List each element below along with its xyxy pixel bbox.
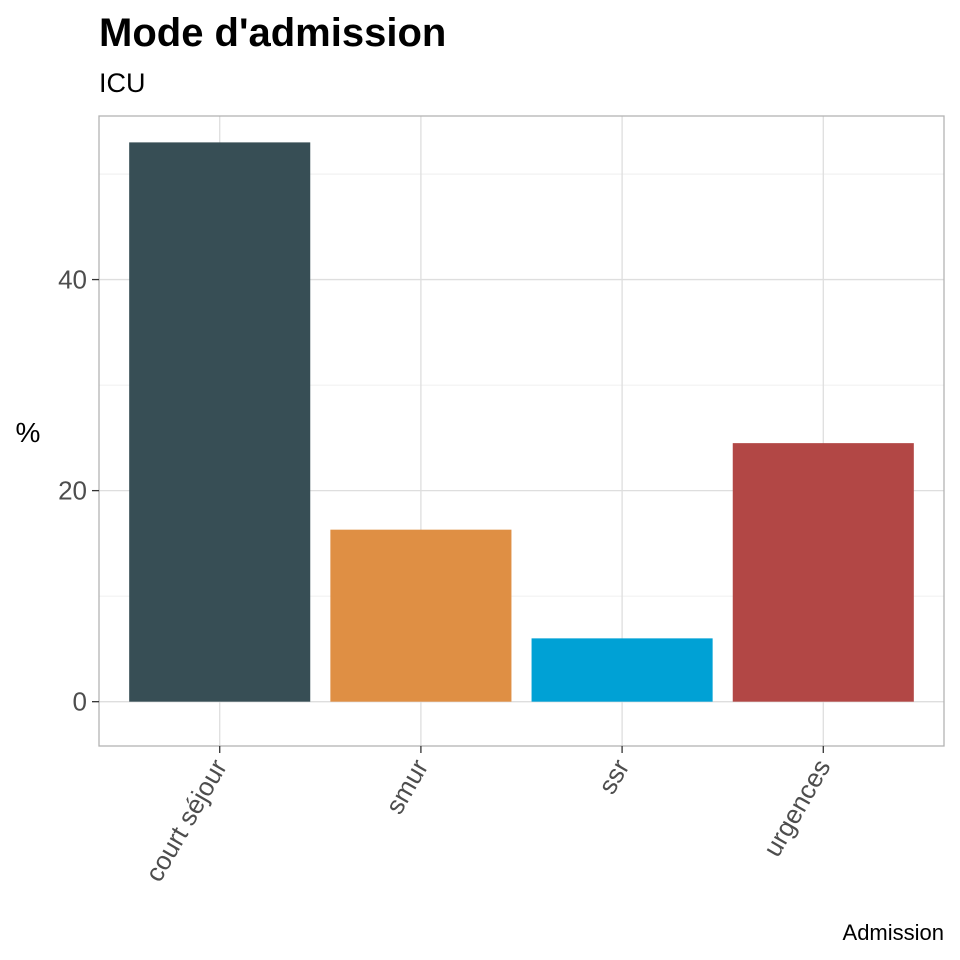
y-tick-label: 40	[58, 265, 87, 295]
x-axis-ticks: court séjour smur ssr urgences	[139, 746, 836, 887]
x-tick-label: smur	[379, 754, 434, 819]
bar-court-séjour	[129, 142, 311, 702]
bar-urgences	[732, 443, 914, 702]
chart-title: Mode d'admission	[99, 11, 446, 55]
chart-subtitle: ICU	[99, 68, 146, 98]
x-axis-label: Admission	[843, 920, 944, 945]
y-tick-label: 0	[73, 687, 87, 717]
y-axis-label: %	[16, 417, 41, 448]
x-tick-label: court séjour	[139, 754, 233, 887]
bar-smur	[330, 529, 512, 702]
y-axis-ticks: 0 20 40	[58, 265, 99, 717]
panel-border	[98, 115, 945, 747]
y-tick-label: 20	[58, 476, 87, 506]
x-tick-label: ssr	[592, 754, 635, 799]
x-tick-label: urgences	[757, 754, 836, 862]
bars	[129, 142, 914, 702]
bar-ssr	[531, 638, 713, 702]
